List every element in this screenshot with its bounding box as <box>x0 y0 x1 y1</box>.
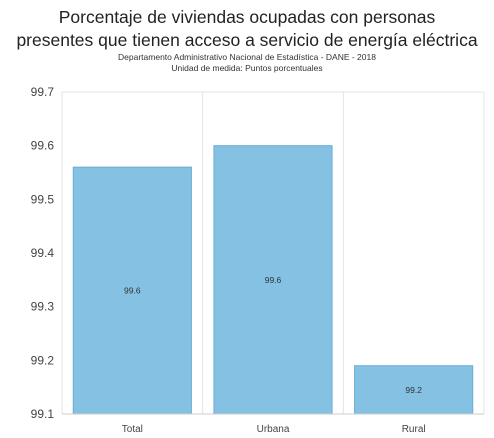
y-tick-label: 99.2 <box>31 353 55 367</box>
y-tick-label: 99.3 <box>31 300 55 314</box>
chart-title-line-2: presentes que tienen acceso a servicio d… <box>16 30 478 50</box>
chart-title-line-1: Porcentaje de viviendas ocupadas con per… <box>58 7 436 27</box>
data-label: 99.6 <box>265 275 282 285</box>
bar-total <box>72 166 192 415</box>
data-label: 99.6 <box>124 286 141 296</box>
y-tick-label: 99.1 <box>31 407 55 421</box>
y-tick-label: 99.6 <box>31 139 55 153</box>
x-tick-label: Urbana <box>257 424 290 435</box>
y-tick-label: 99.4 <box>31 246 55 260</box>
chart-subtitle-unit: Unidad de medida: Puntos porcentuales <box>171 63 323 73</box>
chart-header: Porcentaje de viviendas ocupadas con per… <box>0 6 494 74</box>
data-label: 99.2 <box>405 385 422 395</box>
chart-subtitle-source: Departamento Administrativo Nacional de … <box>118 52 376 62</box>
x-tick-label: Rural <box>402 424 426 435</box>
x-tick-label: Total <box>122 424 143 435</box>
y-tick-label: 99.5 <box>31 192 55 206</box>
y-tick-label: 99.7 <box>31 85 55 99</box>
